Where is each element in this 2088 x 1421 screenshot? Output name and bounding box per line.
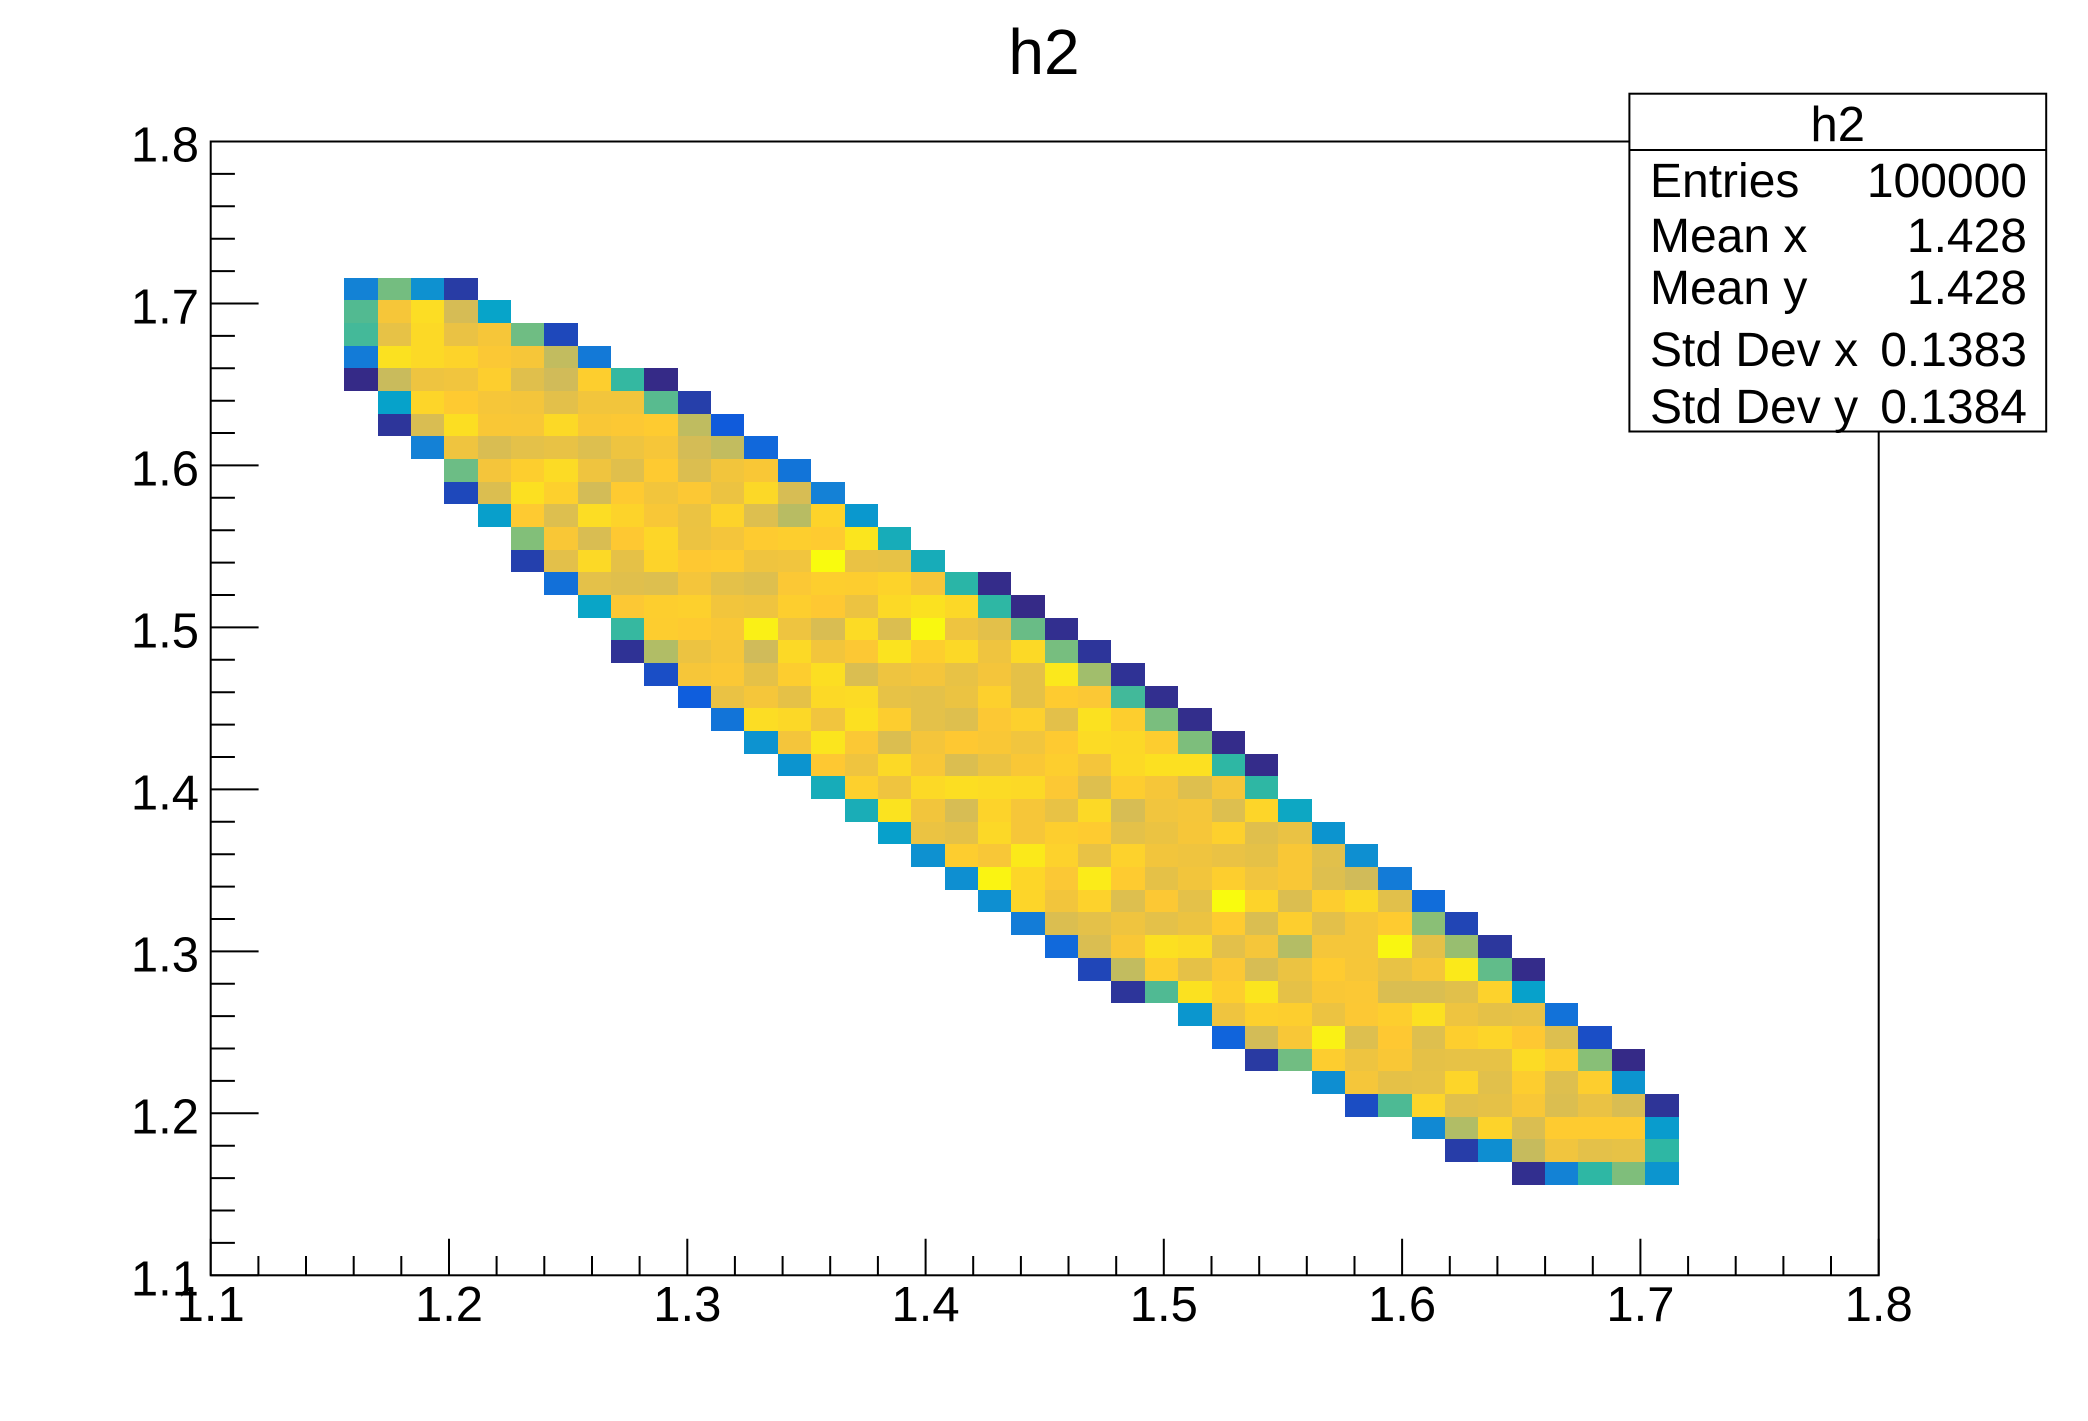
svg-text:Entries: Entries [1650,155,1799,208]
svg-text:100000: 100000 [1867,155,2027,208]
svg-text:1.7: 1.7 [1606,1278,1674,1332]
svg-text:1.5: 1.5 [1130,1278,1198,1332]
svg-text:Std Dev y: Std Dev y [1650,381,1858,434]
svg-text:1.2: 1.2 [131,1090,199,1144]
svg-text:1.4: 1.4 [892,1278,960,1332]
svg-text:1.428: 1.428 [1907,262,2027,315]
svg-text:1.8: 1.8 [1845,1278,1913,1332]
svg-text:Mean y: Mean y [1650,262,1807,315]
svg-text:0.1383: 0.1383 [1880,324,2027,377]
svg-text:Mean x: Mean x [1650,210,1807,263]
svg-text:1.5: 1.5 [131,604,199,658]
svg-text:Std Dev x: Std Dev x [1650,324,1858,377]
svg-text:0.1384: 0.1384 [1880,381,2027,434]
svg-text:1.8: 1.8 [131,119,199,173]
svg-text:1.2: 1.2 [415,1278,483,1332]
svg-text:1.3: 1.3 [131,928,199,982]
svg-text:1.4: 1.4 [131,766,199,820]
svg-text:1.428: 1.428 [1907,210,2027,263]
svg-text:1.7: 1.7 [131,281,199,335]
svg-text:1.1: 1.1 [177,1278,245,1332]
svg-text:1.6: 1.6 [131,442,199,496]
svg-text:h2: h2 [1008,16,1079,88]
svg-text:1.1: 1.1 [131,1252,199,1306]
svg-text:1.6: 1.6 [1368,1278,1436,1332]
svg-text:1.3: 1.3 [653,1278,721,1332]
svg-text:h2: h2 [1811,98,1866,152]
